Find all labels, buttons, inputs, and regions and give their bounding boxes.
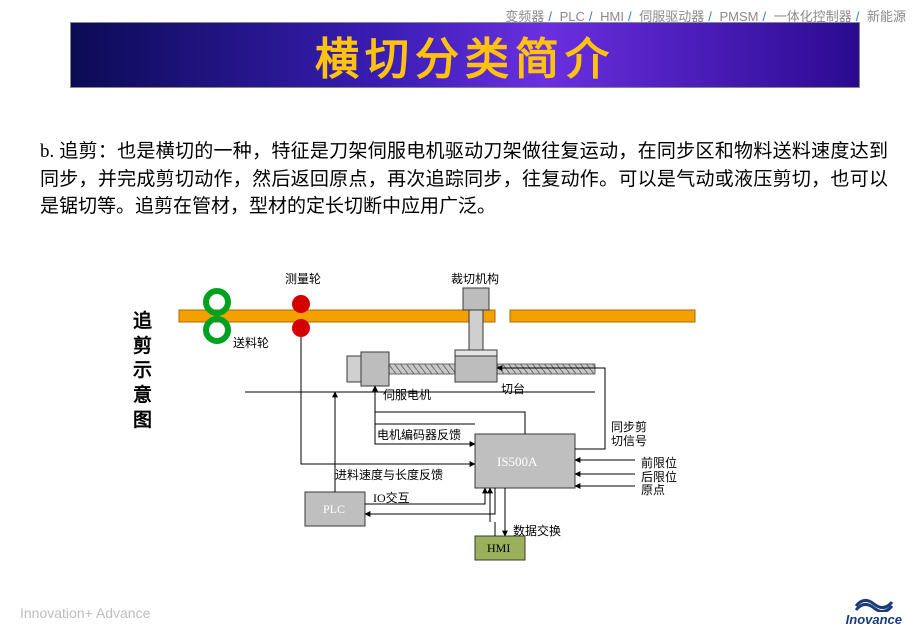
- slide-title-bar: 横切分类简介: [70, 22, 860, 88]
- slide-body-text: b. 追剪：也是横切的一种，特征是刀架伺服电机驱动刀架做往复运动，在同步区和物料…: [40, 138, 888, 221]
- label-cutter-mech: 裁切机构: [451, 270, 499, 287]
- footer-tagline: Innovation+ Advance: [20, 605, 150, 621]
- label-data-exchange: 数据交换: [513, 522, 561, 539]
- label-encoder-feedback: 电机编码器反馈: [377, 426, 461, 443]
- slide-title: 横切分类简介: [315, 23, 615, 87]
- label-measure-wheel: 测量轮: [285, 270, 321, 287]
- flying-shear-diagram: 追剪示意图: [135, 274, 775, 574]
- label-feed-wheel: 送料轮: [233, 334, 269, 351]
- diagram-svg: [135, 274, 775, 574]
- footer-logo: Inovance: [846, 594, 902, 627]
- crumb-newenergy: 新能源: [867, 9, 906, 24]
- brand-name: Inovance: [846, 612, 902, 627]
- label-io-exchange: IO交互: [373, 489, 410, 506]
- label-origin: 原点: [641, 481, 665, 498]
- label-speed-len-feedback: 进料速度与长度反馈: [335, 466, 443, 483]
- label-sync-signal-2: 切信号: [611, 432, 647, 449]
- wave-icon: [854, 594, 894, 612]
- label-controller: IS500A: [497, 454, 537, 470]
- label-hmi: HMI: [487, 541, 510, 556]
- label-plc: PLC: [323, 502, 345, 517]
- label-cutting-table: 切台: [501, 380, 525, 397]
- label-servo-motor: 伺服电机: [383, 386, 431, 403]
